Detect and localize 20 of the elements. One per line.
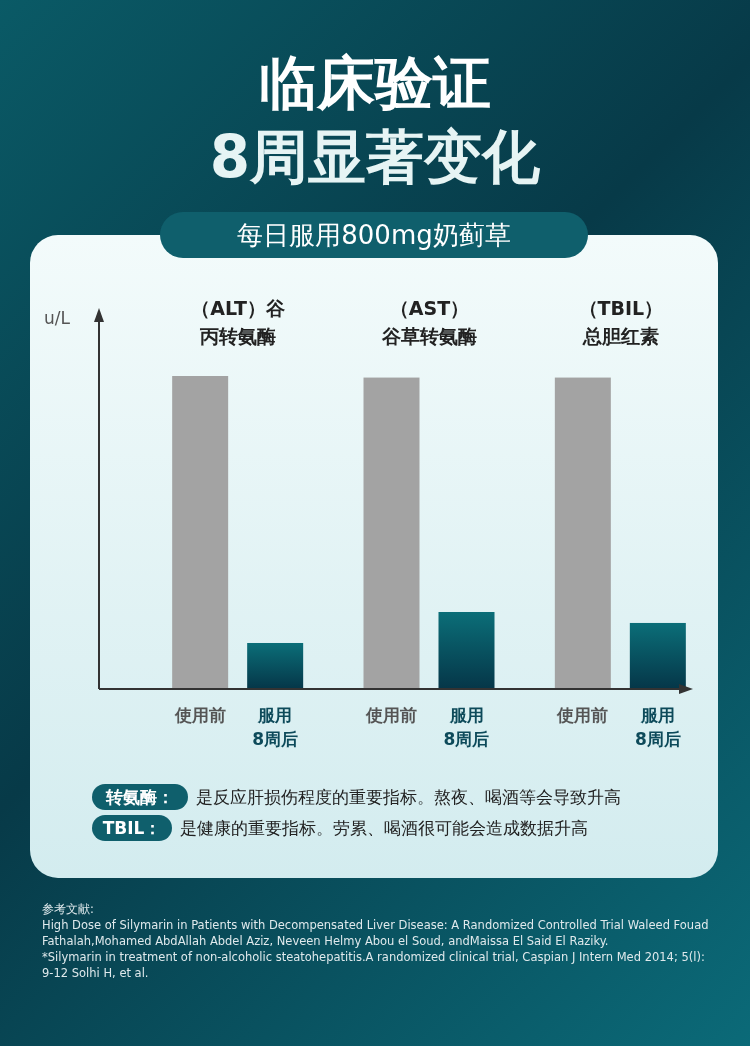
x-tick-label: （AST）谷草转氨酶 (381, 296, 478, 349)
series-label: 使用前 (173, 704, 227, 727)
text: 使用前 (557, 705, 609, 725)
text: 是反应肝损伤程度的重要指标。熬夜、喝酒等会导致升高 (196, 786, 621, 809)
text: High Dose of Silymarin in Patients with Decompensated Liver Disease: A Randomized Controlled Trial Waleed Fouad Fathalah,Mohamed AbdAllah Abdel Aziz, Neveen Helmy Abou el Soud, andMaissa El Said El Raziky. (42, 917, 710, 949)
chart-title: 临床验证 (258, 48, 492, 118)
text: TBIL： (92, 815, 172, 841)
text: 使用前 (366, 705, 417, 725)
x-tick-label: （TBIL）总胆红素 (577, 296, 665, 349)
y-axis-title: u/L (44, 307, 70, 330)
text: 服用 8周后 (443, 705, 490, 749)
text: *Silymarin in treatment of non-alcoholic steatohepatitis.A randomized clinical trial, Caspian J Intern Med 2014; 5(l): 9-12 Solhi H, et al. (42, 949, 706, 981)
x-tick-label: （ALT）谷丙转氨酶 (190, 296, 286, 349)
text: 转氨酶： (92, 784, 188, 810)
text: 每日服用800mg奶蓟草 (160, 212, 588, 258)
chart-subtitle: 8周显著变化 (208, 122, 542, 192)
text: 服用 8周后 (252, 705, 299, 749)
text: 是健康的重要指标。劳累、喝酒很可能会造成数据升高 (180, 817, 588, 840)
legend-label: 服用 8周后 (633, 704, 682, 751)
text: 参考文献: (42, 901, 95, 917)
